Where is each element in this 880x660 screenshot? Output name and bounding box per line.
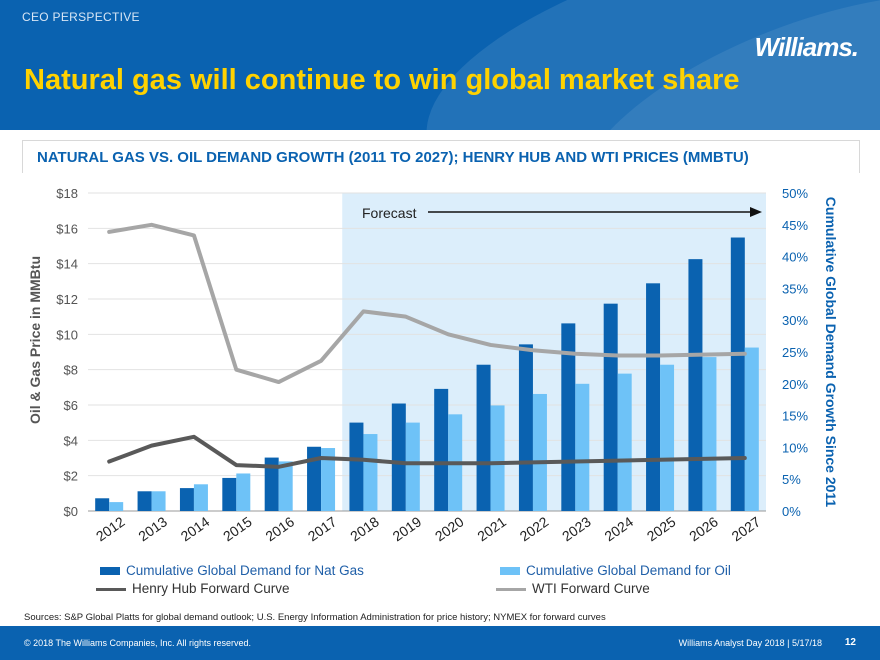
legend-henry-hub-label: Henry Hub Forward Curve bbox=[132, 581, 290, 596]
wti-forward-curve bbox=[107, 222, 747, 385]
y-left-axis-title: Oil & Gas Price in MMBtu bbox=[27, 256, 43, 424]
y-left-tick-label: $6 bbox=[64, 398, 78, 413]
demand-price-chart: $0 $2 $4 $6 $8 $10 $12 $14 $16 $18 0% 5% 10% 15% 20% 25… bbox=[27, 186, 839, 544]
gas-demand-bar bbox=[349, 422, 364, 511]
x-tick-label: 2015 bbox=[220, 513, 255, 544]
y-right-tick-label: 20% bbox=[782, 377, 808, 392]
oil-demand-bar bbox=[236, 473, 251, 511]
gas-demand-bar bbox=[95, 498, 110, 511]
y-right-tick-label: 5% bbox=[782, 472, 801, 487]
slide-title: Natural gas will continue to win global … bbox=[24, 64, 740, 96]
event-label: Williams Analyst Day 2018 | 5/17/18 bbox=[678, 638, 822, 648]
legend-wti: WTI Forward Curve bbox=[496, 581, 650, 596]
y-left-tick-label: $4 bbox=[64, 433, 78, 448]
y-left-tick-label: $8 bbox=[64, 363, 78, 378]
copyright: © 2018 The Williams Companies, Inc. All … bbox=[24, 638, 252, 648]
chart-title: NATURAL GAS VS. OIL DEMAND GROWTH (2011 … bbox=[37, 149, 749, 166]
y-right-tick-label: 35% bbox=[782, 281, 808, 296]
legend-wti-label: WTI Forward Curve bbox=[532, 581, 650, 596]
y-left-tick-label: $18 bbox=[56, 186, 78, 201]
y-left-tick-label: $10 bbox=[56, 327, 78, 342]
chart-header-box: NATURAL GAS VS. OIL DEMAND GROWTH (2011 … bbox=[22, 140, 860, 173]
oil-demand-bar bbox=[617, 373, 632, 511]
oil-demand-bar bbox=[660, 364, 675, 511]
gas-demand-bar bbox=[179, 488, 194, 511]
x-tick-label: 2027 bbox=[729, 513, 764, 544]
oil-demand-bar bbox=[702, 357, 717, 511]
gas-demand-bar bbox=[476, 364, 491, 511]
footer-bar: © 2018 The Williams Companies, Inc. All … bbox=[0, 626, 880, 660]
y-right-tick-label: 50% bbox=[782, 186, 808, 201]
gas-demand-bar bbox=[688, 259, 703, 511]
gas-demand-bar bbox=[603, 303, 618, 511]
x-tick-label: 2019 bbox=[390, 513, 425, 544]
legend-gas-swatch bbox=[100, 567, 120, 576]
y-right-tick-label: 40% bbox=[782, 250, 808, 265]
forecast-label: Forecast bbox=[362, 205, 417, 221]
legend-oil-label: Cumulative Global Demand for Oil bbox=[526, 563, 731, 578]
oil-demand-bar bbox=[490, 405, 505, 511]
forecast-arrow-head bbox=[750, 207, 762, 217]
oil-demand-bar bbox=[405, 422, 420, 511]
gas-demand-bar bbox=[561, 323, 576, 511]
y-right-tick-label: 25% bbox=[782, 345, 808, 360]
y-left-tick-label: $14 bbox=[56, 257, 78, 272]
oil-demand-bar bbox=[575, 383, 590, 511]
gas-demand-bar bbox=[646, 283, 661, 511]
legend-gas: Cumulative Global Demand for Nat Gas bbox=[100, 563, 364, 578]
section-label: CEO PERSPECTIVE bbox=[22, 10, 140, 24]
gas-demand-bar bbox=[264, 457, 279, 511]
y-left-tick-label: $0 bbox=[64, 504, 78, 519]
legend-gas-label: Cumulative Global Demand for Nat Gas bbox=[126, 563, 364, 578]
x-tick-label: 2014 bbox=[178, 513, 213, 544]
x-tick-label: 2013 bbox=[135, 513, 170, 544]
legend-oil: Cumulative Global Demand for Oil bbox=[500, 563, 731, 578]
gas-demand-bar bbox=[730, 237, 745, 511]
henry-hub-forward-curve bbox=[107, 434, 747, 469]
y-right-tick-label: 45% bbox=[782, 218, 808, 233]
gas-demand-bar bbox=[137, 491, 152, 511]
oil-demand-bar bbox=[278, 461, 293, 511]
gas-demand-bar bbox=[307, 446, 322, 511]
x-tick-label: 2026 bbox=[686, 513, 721, 544]
gas-demand-bar bbox=[391, 403, 406, 511]
y-right-axis-title: Cumulative Global Demand Growth Since 20… bbox=[823, 197, 839, 508]
oil-demand-bar bbox=[109, 502, 124, 511]
oil-demand-bar bbox=[363, 434, 378, 511]
oil-demand-bar bbox=[193, 484, 208, 511]
legend-henry-hub: Henry Hub Forward Curve bbox=[96, 581, 290, 596]
x-tick-label: 2017 bbox=[305, 513, 340, 544]
legend-henry-hub-line bbox=[96, 587, 126, 591]
y-left-tick-label: $12 bbox=[56, 292, 78, 307]
oil-demand-bar bbox=[532, 393, 547, 511]
x-tick-label: 2024 bbox=[601, 513, 636, 544]
y-right-tick-label: 30% bbox=[782, 313, 808, 328]
y-right-tick-label: 10% bbox=[782, 440, 808, 455]
gas-demand-bar bbox=[434, 388, 449, 511]
sources-note: Sources: S&P Global Platts for global de… bbox=[24, 612, 606, 623]
y-left-tick-label: $16 bbox=[56, 221, 78, 236]
x-tick-label: 2016 bbox=[262, 513, 297, 544]
gas-demand-bar bbox=[222, 477, 237, 511]
oil-demand-bar bbox=[151, 491, 166, 511]
y-right-tick-label: 15% bbox=[782, 409, 808, 424]
x-tick-label: 2018 bbox=[347, 513, 382, 544]
gas-demand-bar bbox=[518, 344, 533, 511]
x-tick-label: 2012 bbox=[93, 513, 128, 544]
x-tick-label: 2022 bbox=[517, 513, 552, 544]
header-banner: CEO PERSPECTIVE Williams. Natural gas wi… bbox=[0, 0, 880, 130]
x-tick-label: 2023 bbox=[559, 513, 594, 544]
y-right-tick-label: 0% bbox=[782, 504, 801, 519]
x-tick-label: 2021 bbox=[474, 513, 509, 544]
y-left-tick-label: $2 bbox=[64, 469, 78, 484]
legend-wti-line bbox=[496, 587, 526, 591]
x-tick-label: 2025 bbox=[644, 513, 679, 544]
page-number: 12 bbox=[844, 637, 856, 648]
legend-oil-swatch bbox=[500, 567, 520, 576]
williams-logo: Williams. bbox=[754, 32, 859, 62]
oil-demand-bar bbox=[744, 347, 759, 511]
oil-demand-bar bbox=[321, 448, 336, 511]
x-tick-label: 2020 bbox=[432, 513, 467, 544]
